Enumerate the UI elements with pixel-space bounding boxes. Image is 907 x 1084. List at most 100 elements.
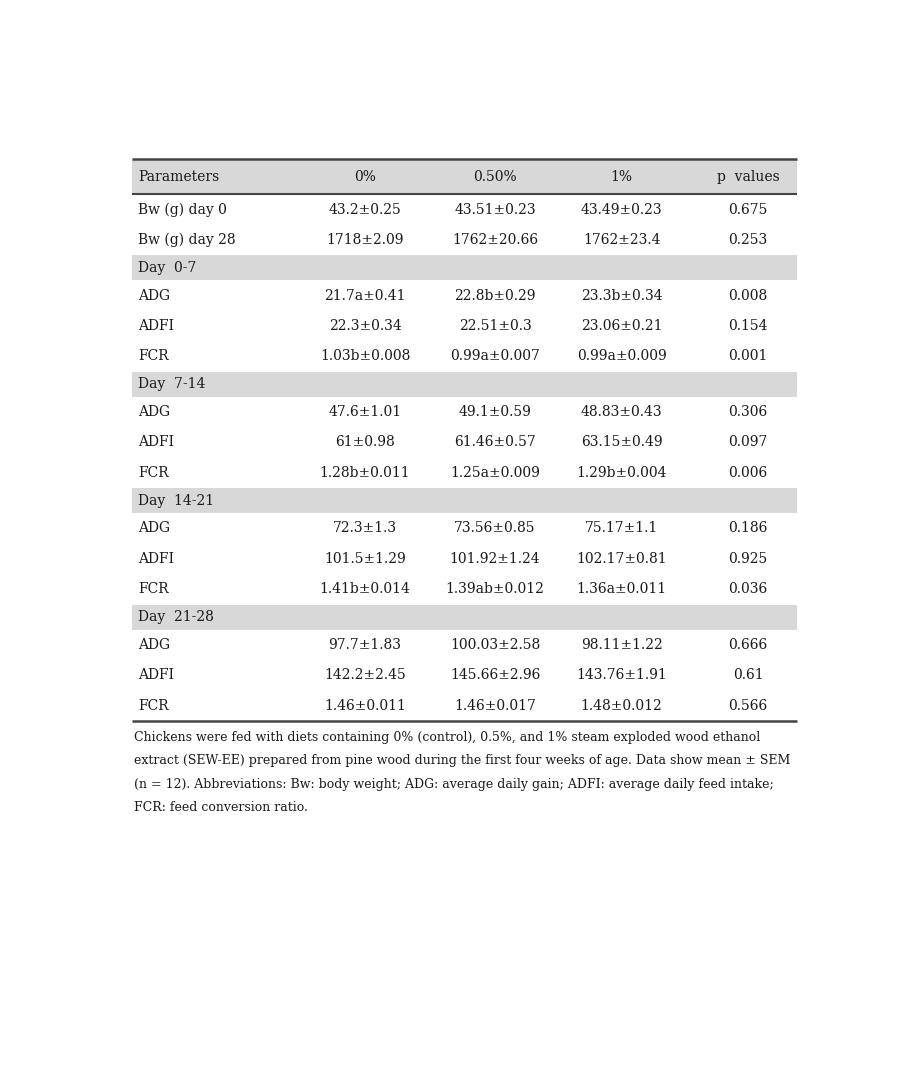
Text: ADG: ADG [138, 405, 171, 420]
Text: ADG: ADG [138, 521, 171, 535]
Text: 1.46±0.017: 1.46±0.017 [454, 699, 536, 713]
Text: 101.92±1.24: 101.92±1.24 [450, 552, 541, 566]
Text: 22.3±0.34: 22.3±0.34 [328, 319, 402, 333]
Text: Chickens were fed with diets containing 0% (control), 0.5%, and 1% steam explode: Chickens were fed with diets containing … [134, 731, 761, 744]
Text: Day  7-14: Day 7-14 [138, 377, 205, 391]
Bar [132, 256, 797, 281]
Text: 73.56±0.85: 73.56±0.85 [454, 521, 536, 535]
Bar [132, 660, 797, 691]
Text: p  values: p values [717, 170, 779, 184]
Text: 0.675: 0.675 [728, 203, 768, 217]
Text: 22.51±0.3: 22.51±0.3 [459, 319, 532, 333]
Text: 1.29b±0.004: 1.29b±0.004 [576, 466, 667, 480]
Bar [132, 281, 797, 311]
Text: 97.7±1.83: 97.7±1.83 [328, 637, 402, 651]
Bar [132, 575, 797, 605]
Text: ADG: ADG [138, 637, 171, 651]
Text: 22.8b±0.29: 22.8b±0.29 [454, 288, 536, 302]
Text: 1718±2.09: 1718±2.09 [327, 233, 404, 247]
Text: 0.253: 0.253 [728, 233, 767, 247]
Text: 1762±23.4: 1762±23.4 [583, 233, 660, 247]
Bar [132, 397, 797, 427]
Text: 1762±20.66: 1762±20.66 [452, 233, 538, 247]
Bar [132, 194, 797, 224]
Text: 0.186: 0.186 [728, 521, 768, 535]
Text: 142.2±2.45: 142.2±2.45 [324, 669, 406, 682]
Text: 0.666: 0.666 [728, 637, 767, 651]
Bar [132, 544, 797, 575]
Text: 47.6±1.01: 47.6±1.01 [328, 405, 402, 420]
Text: 1.03b±0.008: 1.03b±0.008 [320, 349, 410, 363]
Bar [132, 427, 797, 457]
Text: 61±0.98: 61±0.98 [336, 436, 395, 450]
Bar [132, 372, 797, 397]
Text: Parameters: Parameters [138, 170, 219, 184]
Text: 145.66±2.96: 145.66±2.96 [450, 669, 541, 682]
Text: 75.17±1.1: 75.17±1.1 [585, 521, 658, 535]
Text: 0%: 0% [354, 170, 376, 184]
Bar [132, 513, 797, 544]
Bar [132, 159, 797, 194]
Text: 1.46±0.011: 1.46±0.011 [324, 699, 406, 713]
Text: 63.15±0.49: 63.15±0.49 [580, 436, 662, 450]
Text: Bw (g) day 28: Bw (g) day 28 [138, 233, 236, 247]
Text: 1%: 1% [610, 170, 632, 184]
Text: 102.17±0.81: 102.17±0.81 [576, 552, 667, 566]
Bar [132, 488, 797, 513]
Text: 23.06±0.21: 23.06±0.21 [580, 319, 662, 333]
Text: 0.925: 0.925 [728, 552, 767, 566]
Text: 0.306: 0.306 [728, 405, 767, 420]
Text: Day  14-21: Day 14-21 [138, 493, 214, 507]
Text: 0.008: 0.008 [728, 288, 767, 302]
Text: Day  0-7: Day 0-7 [138, 261, 196, 275]
Text: 0.61: 0.61 [733, 669, 764, 682]
Text: 1.48±0.012: 1.48±0.012 [580, 699, 662, 713]
Text: FCR: FCR [138, 466, 169, 480]
Text: 1.28b±0.011: 1.28b±0.011 [319, 466, 410, 480]
Text: ADFI: ADFI [138, 552, 174, 566]
Bar [132, 341, 797, 372]
Text: FCR: feed conversion ratio.: FCR: feed conversion ratio. [134, 801, 308, 814]
Text: FCR: FCR [138, 699, 169, 713]
Text: 0.99a±0.007: 0.99a±0.007 [450, 349, 540, 363]
Text: 23.3b±0.34: 23.3b±0.34 [580, 288, 662, 302]
Text: 49.1±0.59: 49.1±0.59 [459, 405, 532, 420]
Text: 1.41b±0.014: 1.41b±0.014 [319, 582, 411, 596]
Bar [132, 691, 797, 721]
Text: ADFI: ADFI [138, 669, 174, 682]
Text: FCR: FCR [138, 582, 169, 596]
Text: ADFI: ADFI [138, 319, 174, 333]
Text: 0.006: 0.006 [728, 466, 767, 480]
Text: extract (SEW-EE) prepared from pine wood during the first four weeks of age. Dat: extract (SEW-EE) prepared from pine wood… [134, 754, 791, 767]
Text: 143.76±1.91: 143.76±1.91 [576, 669, 667, 682]
Text: 43.51±0.23: 43.51±0.23 [454, 203, 536, 217]
Bar [132, 605, 797, 630]
Text: 43.2±0.25: 43.2±0.25 [328, 203, 402, 217]
Text: Day  21-28: Day 21-28 [138, 610, 214, 624]
Text: (n = 12). Abbreviations: Bw: body weight; ADG: average daily gain; ADFI: average: (n = 12). Abbreviations: Bw: body weight… [134, 778, 775, 791]
Text: 100.03±2.58: 100.03±2.58 [450, 637, 541, 651]
Text: Bw (g) day 0: Bw (g) day 0 [138, 203, 227, 217]
Text: 72.3±1.3: 72.3±1.3 [333, 521, 397, 535]
Text: FCR: FCR [138, 349, 169, 363]
Text: 61.46±0.57: 61.46±0.57 [454, 436, 536, 450]
Text: ADG: ADG [138, 288, 171, 302]
Bar [132, 630, 797, 660]
Text: 0.097: 0.097 [728, 436, 768, 450]
Text: 0.036: 0.036 [728, 582, 767, 596]
Text: 0.001: 0.001 [728, 349, 768, 363]
Text: 21.7a±0.41: 21.7a±0.41 [325, 288, 405, 302]
Text: 1.39ab±0.012: 1.39ab±0.012 [445, 582, 544, 596]
Text: 0.566: 0.566 [728, 699, 767, 713]
Text: 0.50%: 0.50% [473, 170, 517, 184]
Bar [132, 457, 797, 488]
Text: 1.36a±0.011: 1.36a±0.011 [577, 582, 667, 596]
Text: ADFI: ADFI [138, 436, 174, 450]
Bar [132, 311, 797, 341]
Bar [132, 224, 797, 256]
Text: 48.83±0.43: 48.83±0.43 [580, 405, 662, 420]
Text: 98.11±1.22: 98.11±1.22 [580, 637, 662, 651]
Text: 101.5±1.29: 101.5±1.29 [324, 552, 406, 566]
Text: 1.25a±0.009: 1.25a±0.009 [450, 466, 540, 480]
Text: 0.154: 0.154 [728, 319, 768, 333]
